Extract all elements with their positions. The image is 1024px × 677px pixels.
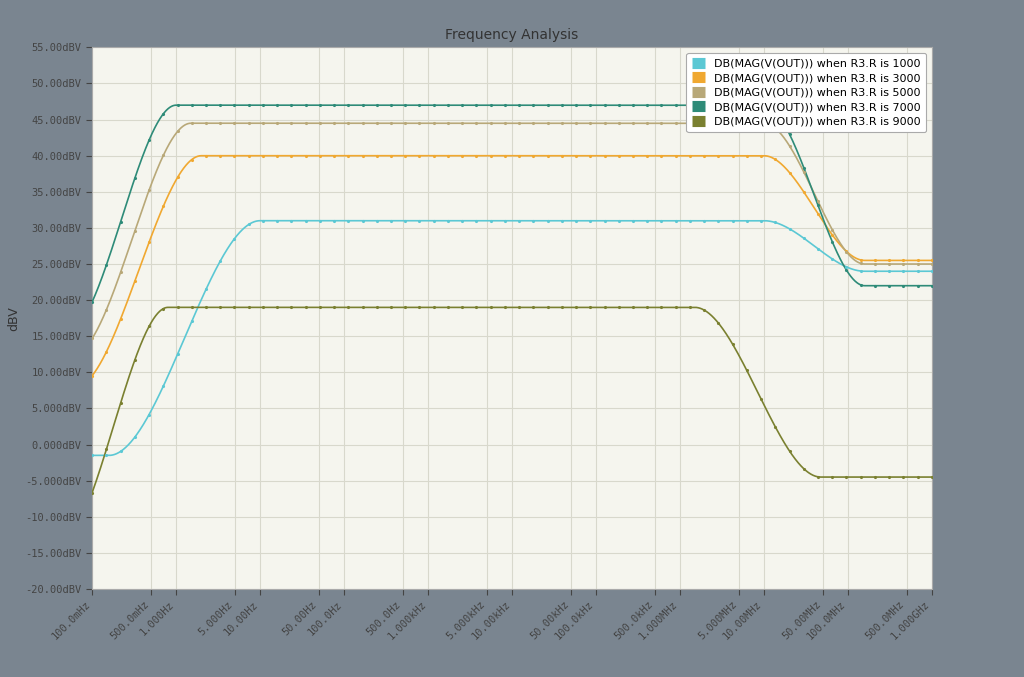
Y-axis label: dBV: dBV bbox=[7, 306, 19, 330]
Title: Frequency Analysis: Frequency Analysis bbox=[445, 28, 579, 42]
Legend: DB(MAG(V(OUT))) when R3.R is 1000, DB(MAG(V(OUT))) when R3.R is 3000, DB(MAG(V(O: DB(MAG(V(OUT))) when R3.R is 1000, DB(MA… bbox=[686, 53, 927, 133]
